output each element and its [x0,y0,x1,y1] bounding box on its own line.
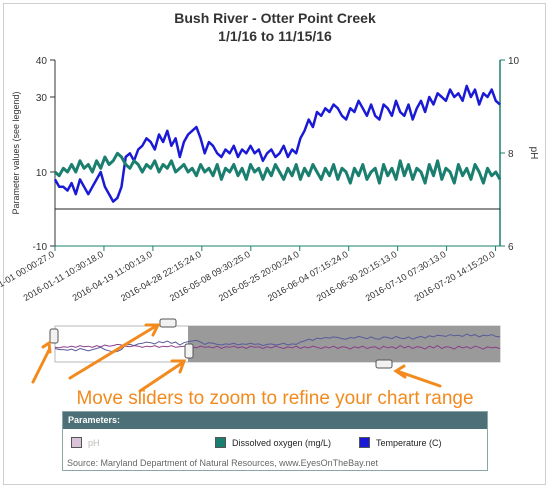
arrow-top-head [144,323,161,337]
left-tick-label: 30 [36,93,48,104]
y-left-label: Parameter values (see legend) [11,91,21,214]
right-range-handle[interactable] [184,343,194,359]
arrow-left-head [41,340,52,354]
chart-subtitle: 1/1/16 to 11/15/16 [218,28,332,44]
top-scroll-handle[interactable] [159,318,177,328]
x-tick-label: 2016-01-11 10:30:18.0 [22,249,105,303]
chart-title: Bush River - Otter Point Creek [174,10,376,26]
legend-header: Parameters: [63,412,487,429]
navigator[interactable] [49,318,501,369]
arrow-top-handle [68,324,158,380]
left-range-handle[interactable] [49,328,59,344]
chart-frame [3,3,546,485]
x-tick-label: 2016-07-10 07:30:13.0 [364,249,448,303]
legend-item-ph[interactable]: pH [71,437,100,448]
data-source: Source: Maryland Department of Natural R… [67,458,378,468]
x-tick-label: 2016-04-19 11:00:13.0 [71,249,154,303]
left-tick-label: 40 [36,56,48,67]
legend-swatch-ph [71,437,82,448]
x-tick-label: 2016-05-25 20:00:24.0 [217,249,301,303]
legend: Parameters: pH Dissolved oxygen (mg/L) T… [62,411,488,471]
right-tick-label: 6 [508,242,514,253]
legend-item-dissolved-oxygen[interactable]: Dissolved oxygen (mg/L) [215,437,331,448]
arrow-left-handle [31,348,51,384]
right-tick-group: 10 8 6 [500,56,520,253]
arrow-right-handle [138,361,184,393]
legend-label-ph: pH [88,437,100,448]
legend-item-temperature[interactable]: Temperature (C) [359,437,442,448]
y-right-label: pH [528,147,539,160]
navigator-hint: Move sliders to zoom to refine your char… [76,388,474,409]
legend-swatch-temperature [359,437,370,448]
bottom-scroll-handle[interactable] [375,359,393,369]
right-tick-label: 10 [508,56,520,67]
arrow-right-head [170,359,187,374]
callout-arrows [31,323,442,393]
left-tick-group: 40 30 10 -10 [33,56,55,253]
left-tick-label: 10 [36,168,48,179]
right-tick-label: 8 [508,149,514,160]
x-tick-label: 2016-06-30 20:15:13.0 [315,249,399,303]
arrow-bottom-head [393,364,407,379]
x-tick-label: 2016-05-08 09:30:25.0 [168,249,252,303]
chart-title-block: Bush River - Otter Point Creek 1/1/16 to… [0,9,550,45]
arrow-bottom-handle [395,369,442,388]
left-tick-label: -10 [33,242,48,253]
x-tick-label: 2016-06-04 07:15:24.0 [266,249,350,303]
plot-area: 40 30 10 -10 10 8 6 2016-01-01 00:00:27.02016… [0,56,520,303]
legend-swatch-dissolved-oxygen [215,437,226,448]
x-tick-label: 2016-04-28 22:15:24.0 [119,249,203,303]
legend-label-temperature: Temperature (C) [376,437,442,448]
navigator-lines [54,333,501,353]
temperature-line [53,84,501,203]
series-group [53,84,502,203]
dissolved-oxygen-line [54,151,502,185]
navigator-oxygen-line [54,343,501,350]
legend-label-dissolved-oxygen: Dissolved oxygen (mg/L) [232,437,332,448]
navigator-temperature-line [54,333,501,353]
x-tick-label: 2016-07-20 14:15:20.0 [413,249,497,303]
